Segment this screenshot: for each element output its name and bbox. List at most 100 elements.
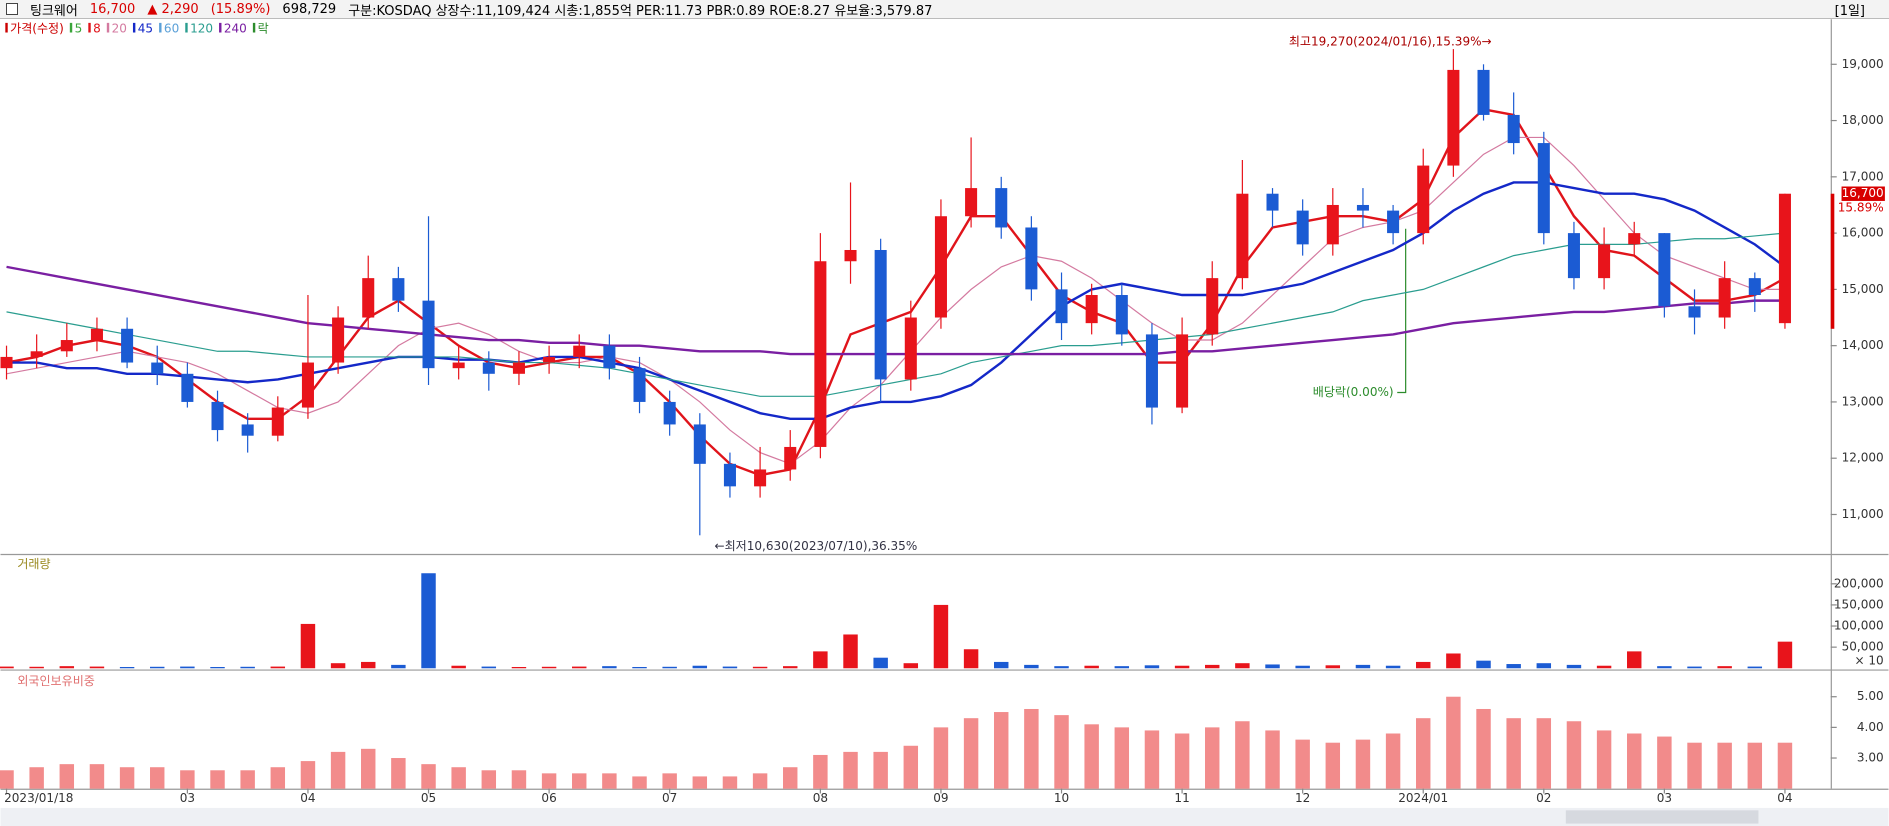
candle-body (241, 424, 254, 436)
candle-body (693, 424, 706, 464)
bar (481, 770, 497, 789)
bar (1235, 663, 1250, 669)
candle-body (1387, 210, 1400, 234)
bar (602, 773, 617, 789)
bar (1566, 664, 1582, 669)
dividend-pointer (1397, 228, 1407, 394)
y-tick-label: 16,000 (1842, 226, 1884, 240)
candle-body (663, 401, 676, 425)
candle-body (965, 188, 978, 217)
legend-swatch (132, 22, 136, 33)
bar (119, 666, 135, 669)
candle-body (633, 368, 646, 402)
bar (933, 727, 949, 789)
bar (511, 770, 527, 789)
candle-body (422, 300, 435, 369)
bar (1536, 718, 1552, 789)
candle-body (0, 356, 13, 369)
bar (722, 666, 738, 669)
bar (270, 666, 286, 669)
bar (813, 651, 828, 669)
bar (511, 666, 527, 669)
moving-average-line (6, 265, 1785, 356)
candle-body (844, 249, 857, 262)
bar (481, 666, 497, 669)
candle-body (1778, 193, 1791, 324)
candle-body (512, 362, 525, 374)
candle-body (1658, 233, 1671, 307)
x-tick-label: 08 (813, 791, 828, 805)
bar (783, 666, 798, 669)
candle-body (1748, 278, 1761, 296)
checkbox[interactable] (6, 3, 18, 15)
bar (1596, 665, 1612, 669)
x-tick-label: 03 (1657, 791, 1672, 805)
bar (1476, 708, 1491, 789)
x-tick-label: 03 (180, 791, 195, 805)
price: 16,700 (89, 1, 136, 17)
bar (1024, 664, 1039, 669)
bar (210, 770, 225, 789)
candle-body (784, 446, 797, 470)
legend-label: 45 (138, 21, 153, 35)
x-tick-label: 2024/01 (1398, 791, 1448, 805)
bar (1657, 666, 1672, 669)
y-tick-label: 200,000 (1834, 576, 1884, 590)
bar (873, 657, 888, 669)
y-tick-label: 11,000 (1842, 507, 1884, 521)
bar (963, 649, 979, 669)
legend-swatch (88, 22, 91, 33)
candle-body (603, 345, 616, 369)
bar (1325, 742, 1341, 789)
bar (1024, 708, 1039, 789)
candle-body (301, 362, 314, 408)
candle-body (995, 188, 1008, 228)
x-tick-label: 11 (1174, 791, 1189, 805)
bar (1355, 739, 1371, 789)
period[interactable]: [1일] (1834, 3, 1865, 19)
candle-body (30, 351, 43, 357)
bar (59, 764, 75, 789)
x-tick-label: 04 (300, 791, 315, 805)
candle-body (332, 317, 345, 363)
bar (29, 666, 44, 669)
scrollbar[interactable] (0, 807, 1889, 826)
legend-swatch (159, 22, 162, 33)
bar (873, 751, 888, 789)
bar (451, 665, 466, 669)
bar (1536, 663, 1552, 669)
legend-swatch (5, 22, 8, 33)
candle-body (271, 407, 284, 436)
y-tick-label: 100,000 (1834, 619, 1884, 633)
candle-body (181, 373, 194, 402)
bar (903, 745, 919, 789)
bar (1114, 727, 1130, 789)
bar (1054, 715, 1069, 789)
high-annotation: 최고19,270(2024/01/16),15.39%→ (1289, 35, 1492, 49)
candle-body (874, 249, 887, 380)
bar (963, 718, 979, 789)
bar (1627, 733, 1642, 789)
x-tick-label: 2023/01/18 (4, 791, 73, 805)
bar (813, 754, 828, 789)
y-tick-label: 150,000 (1834, 597, 1884, 611)
y-tick-label: 4.00 (1857, 720, 1884, 734)
bar (210, 666, 225, 669)
legend-label: 5 (75, 21, 83, 35)
bar (783, 767, 798, 789)
scroll-thumb[interactable] (1565, 810, 1759, 824)
candle-body (1236, 193, 1249, 279)
bar (1476, 660, 1491, 669)
bar (1717, 742, 1732, 789)
bar (1416, 661, 1431, 669)
multiplier: × 10 (1854, 654, 1883, 668)
bar (89, 666, 105, 669)
candle-body (1206, 278, 1219, 335)
candle-body (1115, 295, 1128, 335)
bar (541, 773, 557, 789)
bar (391, 664, 406, 669)
bar (1385, 733, 1401, 789)
bar (1325, 665, 1341, 669)
low-annotation: ←최저10,630(2023/07/10),36.35% (715, 539, 918, 553)
bar (1506, 664, 1521, 669)
